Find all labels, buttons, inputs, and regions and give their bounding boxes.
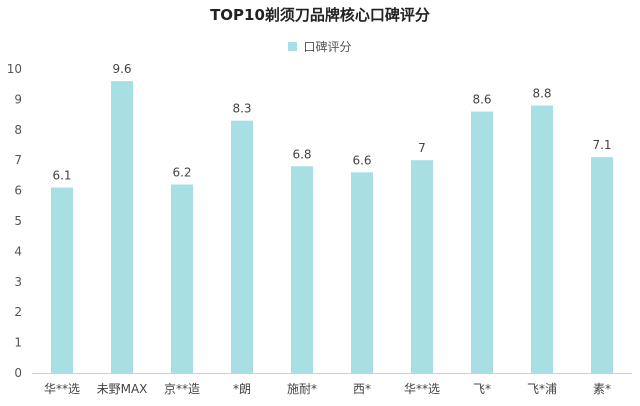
bar-value-label: 6.2 [172,166,191,180]
bar-value-label: 7.1 [592,138,611,152]
bar-value-label: 6.6 [352,153,371,167]
bar-value-label: 7 [418,141,426,155]
y-tick-label: 6 [14,184,22,198]
chart-title: TOP10剃须刀品牌核心口碑评分 [210,6,430,24]
x-category-label: 华**选 [404,382,440,396]
legend: 口碑评分 [0,38,640,55]
bar-value-label: 8.3 [232,102,251,116]
y-tick-label: 10 [7,62,22,76]
bar [531,105,553,373]
bar-value-label: 6.1 [52,169,71,183]
x-category-label: *朗 [233,382,251,396]
y-tick-label: 3 [14,275,22,289]
y-tick-label: 2 [14,305,22,319]
bar-value-label: 9.6 [112,62,131,76]
x-category-label: 华**选 [44,382,80,396]
y-tick-label: 0 [14,366,22,380]
bar [171,184,193,373]
y-tick-label: 7 [14,153,22,167]
y-tick-label: 4 [14,244,22,258]
bar [591,157,613,373]
bar [231,120,253,374]
x-category-label: 素* [593,382,611,396]
x-category-label: 飞*浦 [527,382,557,396]
bar [411,160,433,373]
x-category-label: 西* [353,382,371,396]
bar [111,81,133,373]
y-tick-label: 5 [14,214,22,228]
bar [291,166,313,373]
bar [471,111,493,373]
legend-swatch [288,42,298,51]
y-tick-label: 8 [14,123,22,137]
bar [51,187,73,373]
y-tick-label: 9 [14,92,22,106]
legend-label: 口碑评分 [303,40,352,54]
x-category-label: 未野MAX [97,382,148,396]
x-category-label: 京**造 [164,382,200,396]
x-category-label: 飞* [473,382,491,396]
y-tick-label: 1 [14,336,22,350]
bar [351,172,373,373]
bar-value-label: 6.8 [292,147,311,161]
bar-value-label: 8.6 [472,93,491,107]
x-category-label: 施耐* [287,382,317,396]
bar-value-label: 8.8 [532,86,551,100]
